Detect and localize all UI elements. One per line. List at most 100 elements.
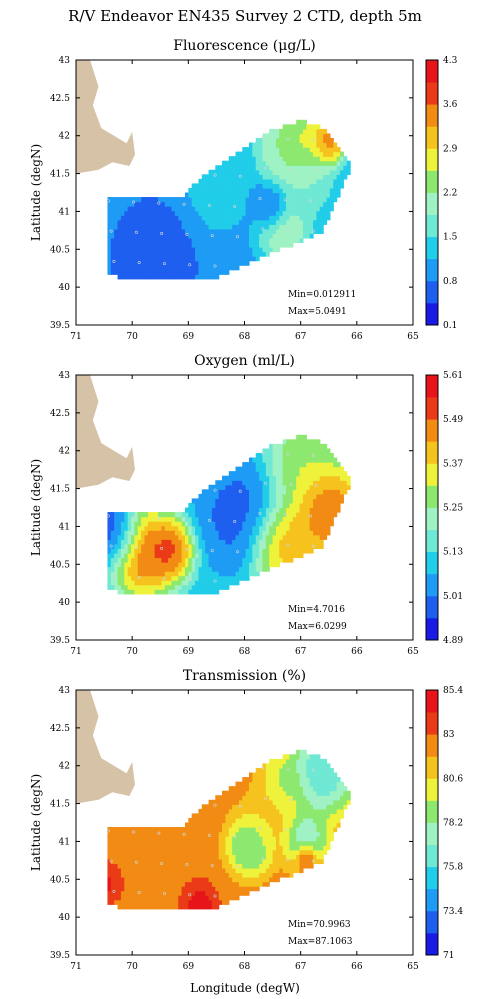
contour-cell xyxy=(279,489,284,495)
contour-cell xyxy=(161,877,166,883)
contour-cell xyxy=(292,201,297,207)
contour-cell xyxy=(201,516,206,522)
contour-cell xyxy=(316,795,321,801)
contour-cell xyxy=(228,877,233,883)
contour-cell xyxy=(191,256,196,262)
contour-cell xyxy=(326,201,331,207)
contour-cell xyxy=(259,877,264,883)
contour-cell xyxy=(272,466,277,472)
contour-cell xyxy=(131,206,136,212)
contour-cell xyxy=(238,799,243,805)
contour-cell xyxy=(336,808,341,815)
contour-cell xyxy=(282,767,287,774)
station-marker xyxy=(188,578,192,582)
contour-cell xyxy=(282,498,287,504)
contour-cell xyxy=(218,795,223,801)
contour-cell xyxy=(242,858,247,864)
contour-cell xyxy=(188,858,193,864)
contour-cell xyxy=(134,867,139,874)
contour-cell xyxy=(235,580,240,586)
contour-cell xyxy=(289,147,294,153)
contour-cell xyxy=(215,174,220,180)
station-marker xyxy=(235,550,239,554)
contour-cell xyxy=(275,462,280,468)
contour-cell xyxy=(299,457,304,463)
contour-cell xyxy=(188,530,193,536)
contour-cell xyxy=(306,169,311,175)
contour-cell xyxy=(316,498,321,504)
chart-panel-1: Fluorescence (μg/L)71 70 69 68 67 66 6539.5404… xyxy=(29,38,458,342)
contour-cell xyxy=(282,863,287,869)
contour-cell xyxy=(222,169,227,175)
contour-cell xyxy=(174,224,179,230)
y-tick-label: 42.5 xyxy=(50,409,70,419)
contour-cell xyxy=(306,777,311,783)
contour-cell xyxy=(255,548,260,554)
contour-cell xyxy=(208,247,213,253)
contour-cell xyxy=(275,484,280,490)
contour-cell xyxy=(191,552,196,559)
contour-cell xyxy=(110,867,115,874)
contour-cell xyxy=(323,849,328,855)
contour-cell xyxy=(282,854,287,860)
contour-cell xyxy=(289,224,294,230)
contour-cell xyxy=(339,786,344,792)
contour-cell xyxy=(242,201,247,207)
contour-cell xyxy=(184,580,189,586)
contour-cell xyxy=(127,827,132,833)
contour-cell xyxy=(279,242,284,248)
contour-cell xyxy=(339,493,344,500)
contour-cell xyxy=(248,224,253,230)
contour-cell xyxy=(127,548,132,554)
contour-cell xyxy=(319,804,324,810)
contour-cell xyxy=(343,475,348,481)
contour-cell xyxy=(151,539,156,545)
contour-cell xyxy=(309,822,314,828)
contour-cell xyxy=(259,790,264,796)
contour-cell xyxy=(181,210,186,216)
contour-cell xyxy=(282,151,287,157)
contour-cell xyxy=(323,498,328,504)
contour-cell xyxy=(127,539,132,545)
contour-cell xyxy=(259,228,264,234)
contour-cell xyxy=(316,822,321,828)
contour-cell xyxy=(255,767,260,774)
contour-cell xyxy=(117,242,122,248)
contour-cell xyxy=(205,808,210,815)
contour-cell xyxy=(302,147,307,153)
contour-cell xyxy=(238,795,243,801)
contour-cell xyxy=(120,584,125,590)
contour-cell xyxy=(158,899,162,905)
contour-cell xyxy=(313,781,317,787)
contour-cell xyxy=(137,895,142,901)
contour-cell xyxy=(313,754,317,760)
contour-cell xyxy=(286,187,291,194)
contour-cell xyxy=(205,872,210,878)
contour-cell xyxy=(188,822,193,828)
contour-cell xyxy=(222,899,227,905)
contour-cell xyxy=(306,147,311,153)
contour-cell xyxy=(144,840,149,846)
contour-cell xyxy=(313,539,317,545)
contour-cell xyxy=(114,557,119,563)
contour-cell xyxy=(262,228,267,234)
contour-cell xyxy=(282,237,287,244)
contour-cell xyxy=(144,858,149,864)
contour-cell xyxy=(168,849,173,855)
contour-cell xyxy=(235,822,240,828)
contour-cell xyxy=(309,160,314,166)
station-marker xyxy=(182,517,186,521)
contour-cell xyxy=(131,251,136,257)
y-tick-label: 40 xyxy=(59,913,71,923)
contour-cell xyxy=(269,151,274,157)
station-marker xyxy=(311,544,315,548)
contour-cell xyxy=(292,192,297,198)
land-mass xyxy=(76,375,135,489)
contour-cell xyxy=(245,201,250,207)
contour-cell xyxy=(235,265,240,271)
y-axis-label: Latitude (degN) xyxy=(29,774,43,871)
contour-cell xyxy=(208,840,213,846)
contour-cell xyxy=(319,462,324,468)
contour-cell xyxy=(147,566,152,572)
contour-cell xyxy=(171,233,176,239)
